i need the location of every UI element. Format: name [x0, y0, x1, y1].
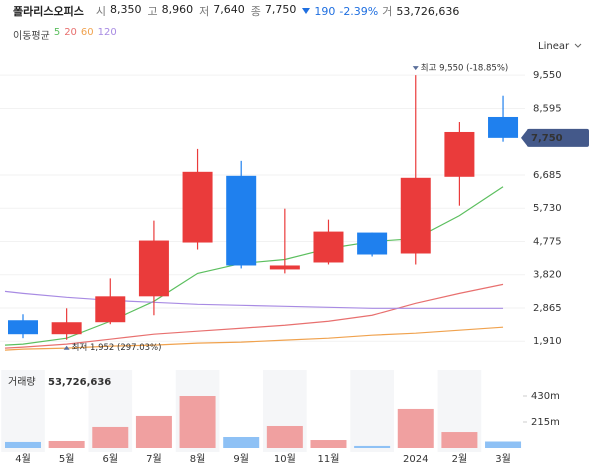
volume-bar [92, 426, 129, 448]
y-tick-label: 9,550 [533, 70, 562, 81]
volume-bar [441, 432, 478, 448]
x-tick-label: 5월 [59, 453, 75, 465]
y-tick-label: 1,910 [533, 336, 562, 347]
x-tick-label: 6월 [102, 453, 118, 465]
x-tick-label: 9월 [233, 453, 249, 465]
candle-body [313, 231, 344, 263]
volume-bar [179, 396, 216, 448]
volume-bar [135, 415, 172, 448]
legend-title: 이동평균 [13, 31, 50, 42]
x-tick-label: 7월 [146, 453, 162, 465]
header-item-label: 종 [250, 5, 261, 18]
header-item-value: 8,960 [161, 3, 194, 16]
scale-chevron [574, 43, 582, 48]
candle-body [138, 240, 169, 297]
volume-bar [266, 425, 303, 448]
ma-line [4, 283, 504, 349]
x-tick-label: 3월 [495, 453, 511, 465]
y-tick-label: 215m [531, 417, 560, 428]
volume-bar [354, 445, 391, 448]
price-badge-pointer [521, 128, 528, 147]
header-item-label: 시 [95, 5, 106, 18]
legend-entry: 5 [53, 27, 61, 38]
down-arrow [302, 8, 311, 14]
legend-entry: 60 [80, 27, 94, 38]
x-tick-label: 10월 [274, 453, 296, 465]
band [350, 370, 394, 452]
y-tick-label: 2,865 [533, 303, 562, 314]
volume-label: 거 [382, 5, 393, 18]
stock-name: 폴라리스오피스 [13, 5, 84, 18]
legend-entry: 120 [97, 27, 117, 38]
candle-body [226, 175, 257, 266]
change: 190 [314, 4, 336, 18]
change-pct: -2.39% [339, 4, 379, 18]
low-annotation: 최저 1,952 (297.03%) [72, 342, 162, 353]
candle-body [269, 265, 300, 270]
candle-body [51, 322, 82, 335]
candle-body [444, 131, 475, 177]
y-tick-label: 3,820 [533, 270, 562, 281]
y-tick-label: 6,685 [533, 170, 562, 181]
header-item-value: 7,750 [264, 3, 297, 16]
header: 폴라리스오피스 시 8,350 고 8,960 저 7,640 종 7,750 190 -2.… [13, 3, 459, 19]
header-item-label: 저 [199, 5, 210, 18]
volume-bar [48, 440, 85, 448]
x-tick-label: 8월 [190, 453, 206, 465]
x-tick-label: 2월 [452, 453, 468, 465]
candle-body [488, 116, 519, 138]
high-annotation: 최고 9,550 (-18.85%) [421, 63, 509, 74]
volume-total: 53,726,636 [48, 377, 111, 388]
y-tick-label: 4,775 [533, 236, 562, 247]
ma-legend: 이동평균 5 20 60 120 [13, 27, 117, 42]
header-item-value: 7,640 [213, 3, 245, 16]
high-marker [412, 66, 419, 71]
header-item-label: 고 [147, 5, 158, 18]
volume-bar [223, 436, 260, 448]
volume-value: 53,726,636 [396, 4, 460, 18]
volume-bar [5, 441, 41, 448]
band [1, 370, 45, 452]
volume-bar [485, 441, 522, 448]
y-tick-label: 5,730 [533, 203, 562, 214]
header-items: 시 8,350 고 8,960 저 7,640 종 7,750 [96, 3, 299, 19]
x-tick-label: 4월 [15, 453, 31, 465]
low-marker [63, 345, 70, 350]
last-price: 7,750 [531, 133, 563, 144]
price-badge [527, 128, 589, 147]
y-tick-label: 8,595 [533, 103, 562, 114]
scale-label: Linear [538, 41, 570, 52]
ma-line [4, 290, 504, 309]
candle-body [95, 296, 126, 323]
y-tick-label: 430m [531, 391, 560, 402]
candle-body [8, 320, 38, 335]
x-tick-label: 2024 [403, 454, 428, 465]
legend-entry: 20 [64, 27, 77, 38]
x-tick-label: 11월 [318, 453, 340, 465]
candle-body [182, 171, 213, 243]
volume-bar [397, 408, 434, 448]
header-item-value: 8,350 [109, 3, 142, 16]
volume-bar [310, 440, 347, 448]
volume-title: 거래량 [8, 376, 36, 388]
candle-body [400, 177, 431, 254]
candle-body [357, 232, 388, 255]
